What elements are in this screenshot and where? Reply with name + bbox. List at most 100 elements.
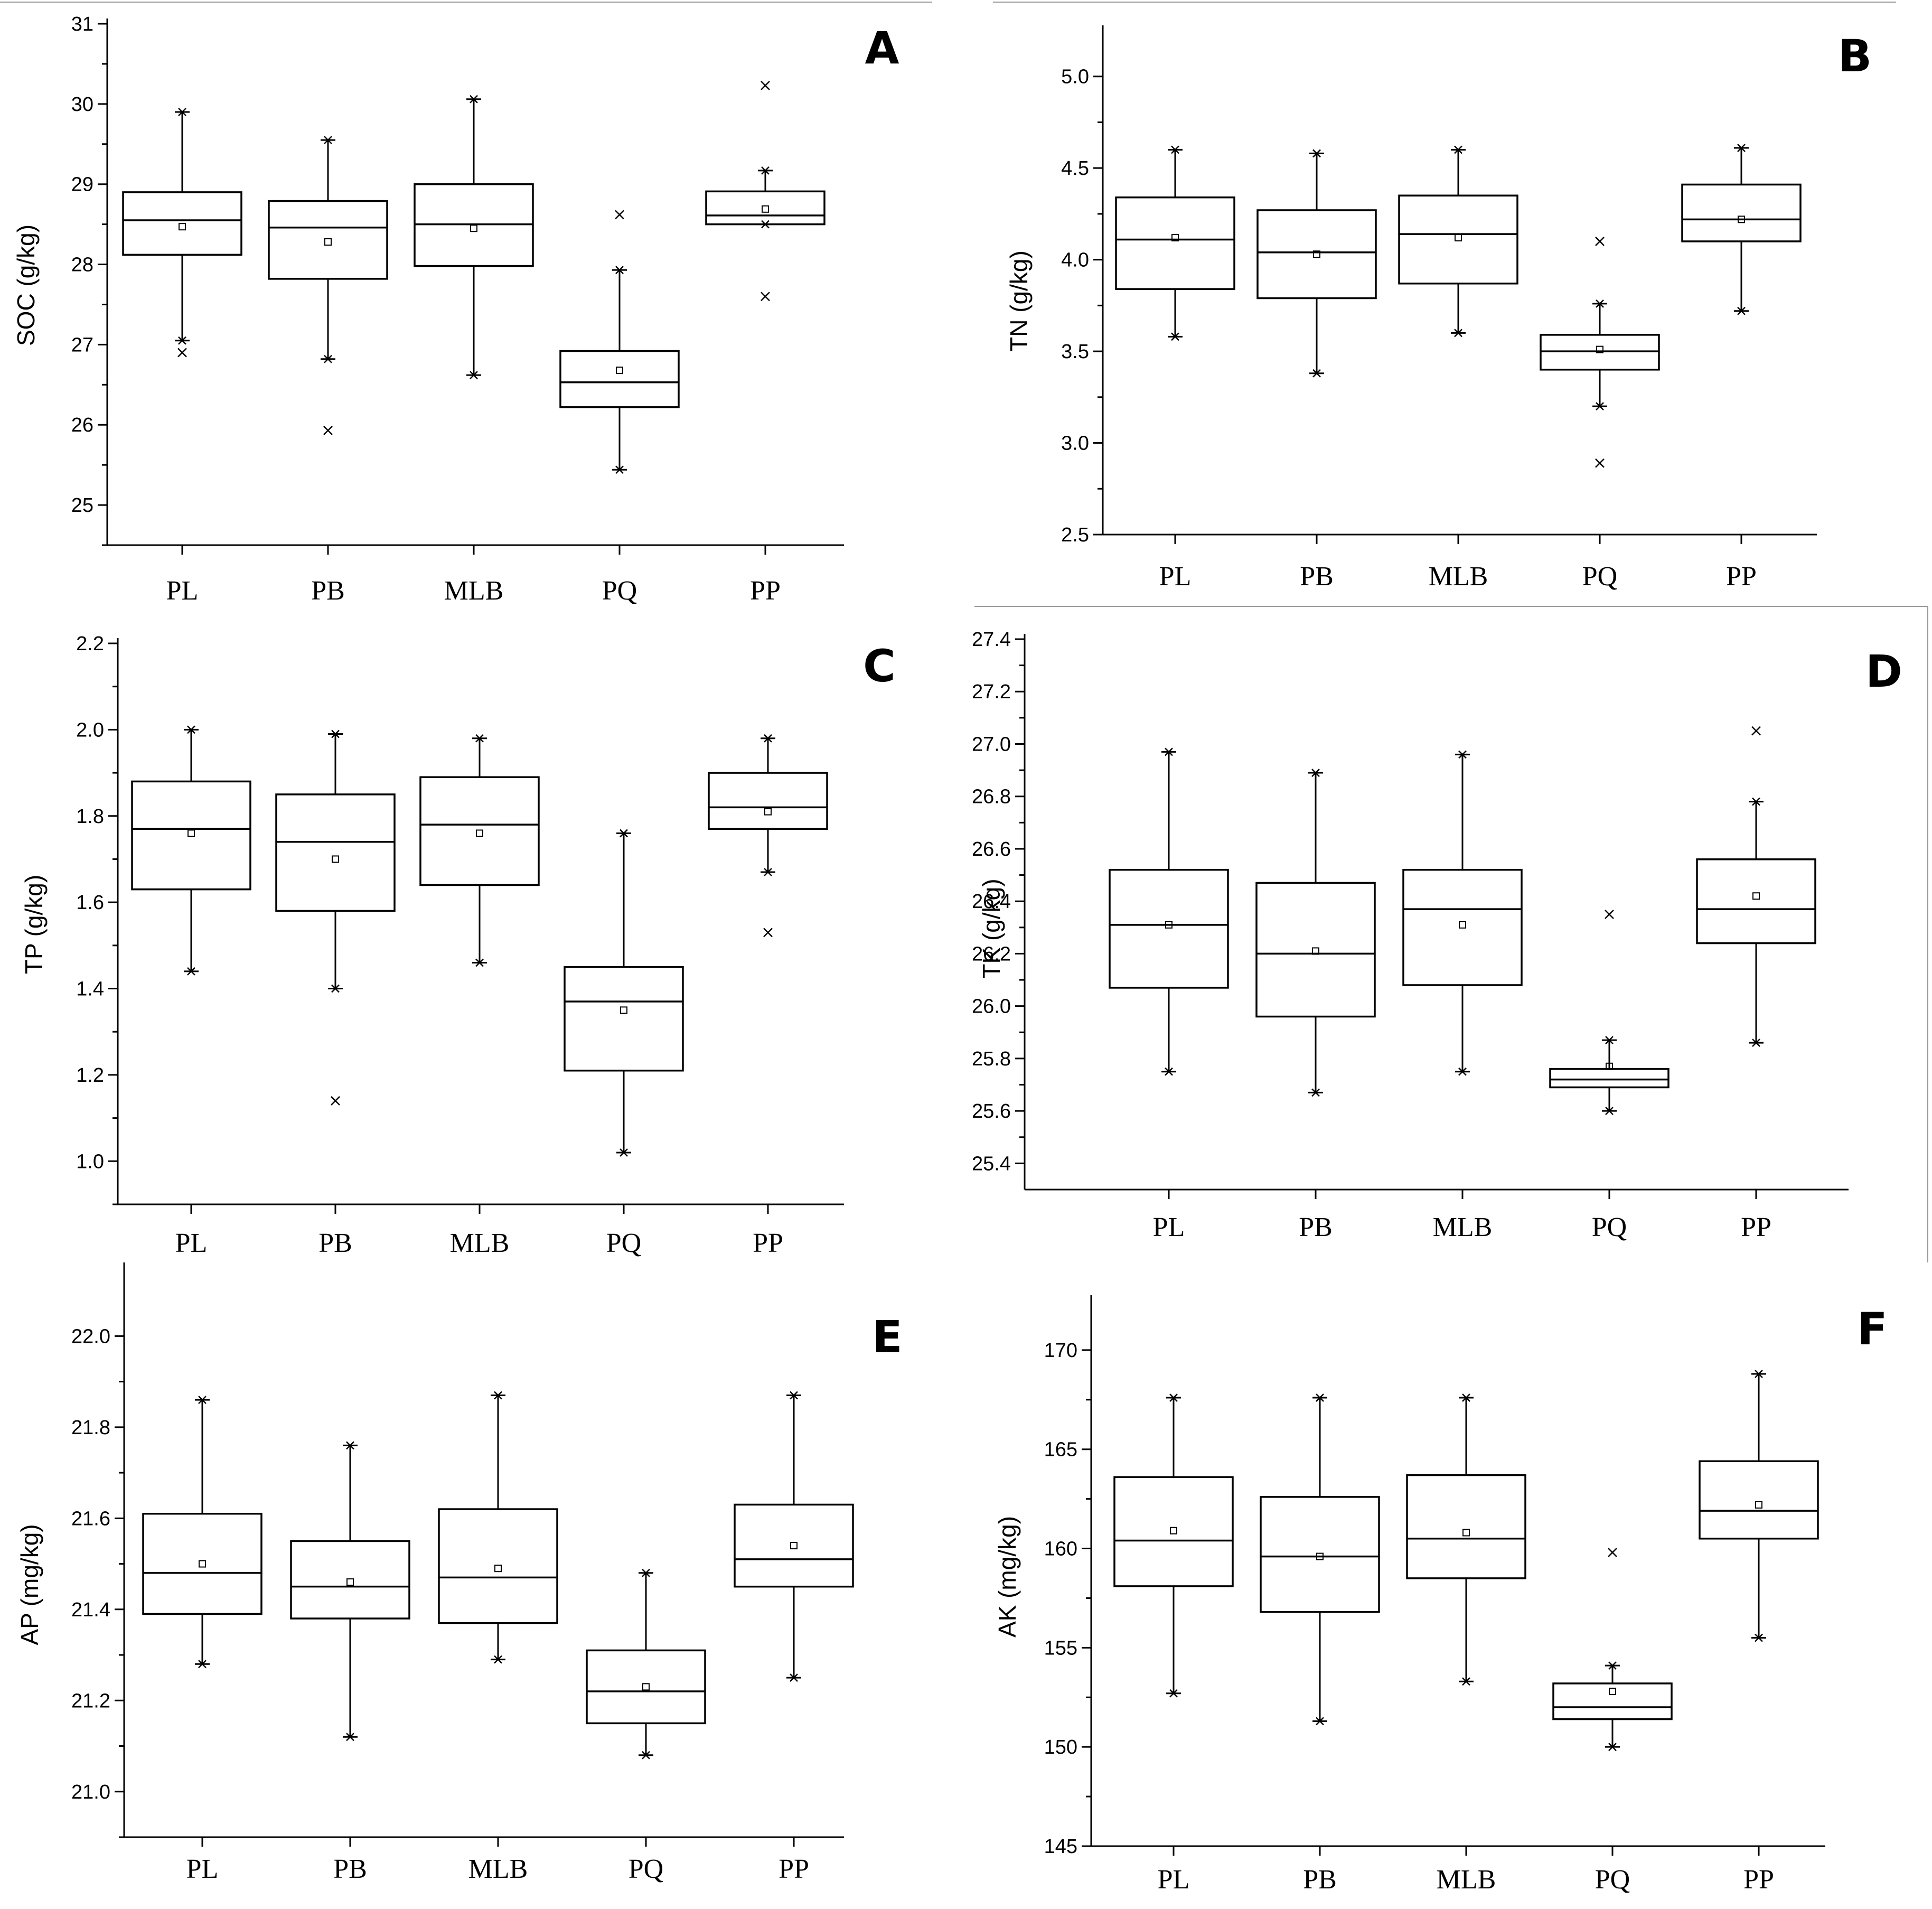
box-pq: PQ (1549, 910, 1670, 1242)
whisker-end-marker (331, 984, 340, 993)
y-tick-label: 1.2 (76, 1064, 104, 1087)
iqr-box (1696, 858, 1816, 944)
box-mlb: MLB (419, 734, 540, 1258)
whisker-end-marker (620, 1148, 628, 1157)
whisker-end-marker (790, 1391, 798, 1400)
y-tick-label: 27.2 (972, 681, 1011, 703)
y-tick-label: 21.2 (71, 1690, 110, 1712)
y-tick-label: 21.8 (71, 1417, 110, 1439)
box-pp: PP (1699, 1370, 1819, 1895)
x-tick-label: MLB (468, 1854, 528, 1884)
iqr-box (122, 191, 242, 256)
outlier-marker (761, 292, 770, 302)
box-pl: PL (1109, 747, 1229, 1242)
panel-letter: D (1865, 645, 1902, 697)
box-pl: PL (131, 725, 251, 1258)
whisker-end-marker (764, 734, 772, 743)
mean-marker (1755, 1501, 1762, 1509)
outlier-marker (323, 425, 333, 435)
whisker-end-marker (1312, 149, 1321, 158)
mean-marker (620, 1006, 627, 1014)
y-tick-label: 3.5 (1061, 341, 1089, 363)
whisker-end-marker (470, 371, 478, 379)
panel-b-tn: 2.5 3.0 3.5 4.0 4.5 5.0 TN (g/kg) B PL PB MLB PQ PP (1005, 25, 1872, 592)
box-pp: PP (705, 81, 826, 606)
y-axis-label: TP (g/kg) (20, 875, 48, 974)
whisker-end-marker (1454, 329, 1462, 338)
y-tick-label: 150 (1044, 1736, 1077, 1758)
x-tick-label: MLB (1433, 1212, 1493, 1242)
whisker-end-marker (324, 354, 332, 363)
y-tick-label: 27 (71, 334, 93, 356)
y-axis-label: TK (g/kg) (978, 878, 1005, 978)
x-tick-label: PP (1741, 1212, 1771, 1242)
y-tick-label: 2.2 (76, 633, 104, 655)
whisker-end-marker (615, 465, 624, 474)
panel-letter: C (863, 640, 896, 692)
y-tick-label: 21.4 (71, 1599, 110, 1621)
iqr-box (1113, 1476, 1234, 1587)
whisker-end-marker (1311, 1088, 1320, 1097)
y-tick-label: 25.8 (972, 1048, 1011, 1070)
outlier-marker (1751, 726, 1761, 736)
whisker-end-marker (1454, 145, 1462, 154)
mean-marker (1171, 234, 1179, 242)
whisker-end-marker (1312, 369, 1321, 378)
y-tick-label: 170 (1044, 1340, 1077, 1362)
iqr-box (142, 1512, 262, 1615)
whisker-end-marker (1171, 332, 1179, 341)
y-axis-label: AK (mg/kg) (993, 1516, 1021, 1637)
whisker-end-marker (1596, 300, 1604, 308)
whisker-end-marker (1605, 1107, 1614, 1116)
x-tick-label: PQ (606, 1228, 641, 1258)
y-tick-label: 1.6 (76, 892, 104, 914)
y-tick-label: 26 (71, 414, 93, 436)
iqr-box (1681, 183, 1802, 242)
y-tick-label: 27.0 (972, 733, 1011, 755)
y-tick-label: 1.4 (76, 978, 104, 1000)
mean-marker (179, 223, 186, 231)
x-tick-label: PB (333, 1854, 367, 1884)
outlier-marker (1608, 1548, 1617, 1557)
box-pp: PP (1696, 726, 1816, 1242)
x-tick-label: MLB (450, 1228, 510, 1258)
x-tick-label: MLB (444, 576, 504, 606)
mean-marker (332, 855, 339, 863)
whisker-end-marker (475, 734, 484, 743)
iqr-box (734, 1503, 854, 1588)
iqr-box (1699, 1460, 1819, 1540)
y-tick-label: 27.4 (972, 629, 1011, 651)
outlier-marker (1595, 237, 1605, 246)
y-tick-label: 5.0 (1061, 66, 1089, 88)
iqr-box (1552, 1682, 1673, 1720)
y-tick-label: 155 (1044, 1637, 1077, 1659)
box-pq: PQ (564, 829, 684, 1258)
mean-marker (1312, 947, 1319, 955)
whisker-end-marker (470, 95, 478, 104)
y-tick-label: 4.5 (1061, 157, 1089, 180)
iqr-box (290, 1540, 410, 1620)
iqr-box (559, 350, 680, 408)
mean-marker (199, 1560, 206, 1568)
whisker-end-marker (494, 1391, 502, 1400)
panel-letter: F (1857, 1303, 1887, 1355)
whisker-end-marker (1462, 1677, 1470, 1686)
y-tick-label: 1.0 (76, 1150, 104, 1173)
whisker-end-marker (1165, 1067, 1173, 1076)
iqr-box (1256, 209, 1377, 300)
iqr-box (1406, 1474, 1526, 1579)
outlier-marker (763, 928, 773, 938)
whisker-end-marker (790, 1673, 798, 1682)
y-tick-label: 160 (1044, 1538, 1077, 1560)
x-tick-label: PB (1300, 562, 1334, 592)
mean-marker (1455, 234, 1462, 242)
mean-marker (346, 1578, 354, 1586)
whisker-end-marker (475, 958, 484, 967)
mean-marker (1606, 1062, 1613, 1070)
x-tick-label: PQ (1582, 562, 1617, 592)
x-tick-label: PL (1159, 562, 1192, 592)
y-axis-label: TN (g/kg) (1005, 250, 1033, 352)
iqr-box (1260, 1496, 1380, 1613)
outlier-marker (761, 81, 770, 90)
iqr-box (268, 200, 388, 280)
